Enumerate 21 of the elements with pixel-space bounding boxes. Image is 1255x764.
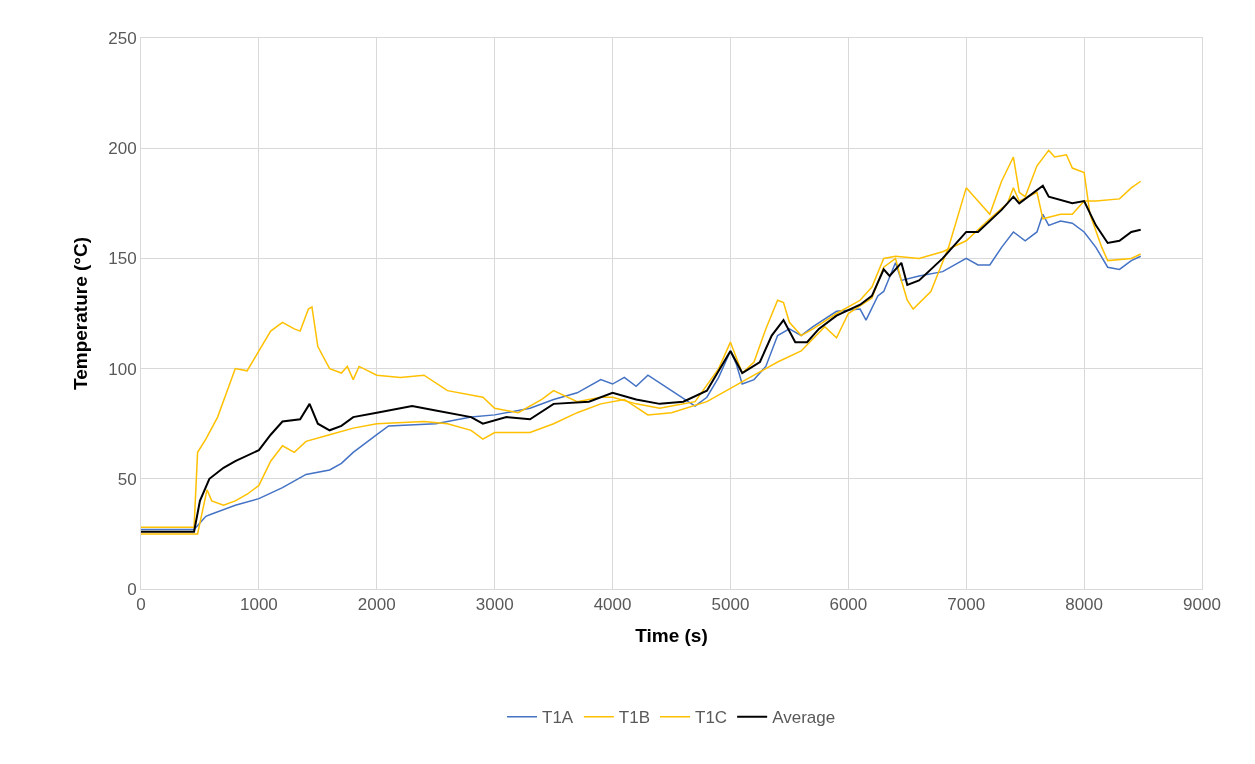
x-tick-label: 4000 (593, 595, 632, 615)
legend-label: T1B (618, 708, 651, 728)
x-tick-label: 9000 (1183, 595, 1221, 615)
x-tick-label: 2000 (357, 595, 396, 615)
legend-label: T1C (695, 708, 728, 728)
legend-label: T1A (542, 708, 574, 728)
x-tick-label: 5000 (711, 595, 750, 615)
y-tick-label: 200 (108, 139, 137, 159)
x-tick-label: 6000 (829, 595, 868, 615)
y-axis-title: Temperature (°C) (70, 237, 92, 390)
x-tick-label: 1000 (239, 595, 278, 615)
y-tick-label: 250 (108, 28, 137, 48)
x-tick-label: 8000 (1065, 595, 1104, 615)
y-tick-label: 100 (108, 359, 137, 379)
y-tick-label: 0 (127, 579, 137, 599)
y-tick-label: 150 (108, 249, 137, 269)
y-tick-label: 50 (117, 469, 137, 489)
x-tick-label: 7000 (947, 595, 986, 615)
x-axis-title: Time (s) (635, 625, 708, 647)
legend-label: Average (772, 708, 836, 728)
x-tick-label: 3000 (475, 595, 514, 615)
